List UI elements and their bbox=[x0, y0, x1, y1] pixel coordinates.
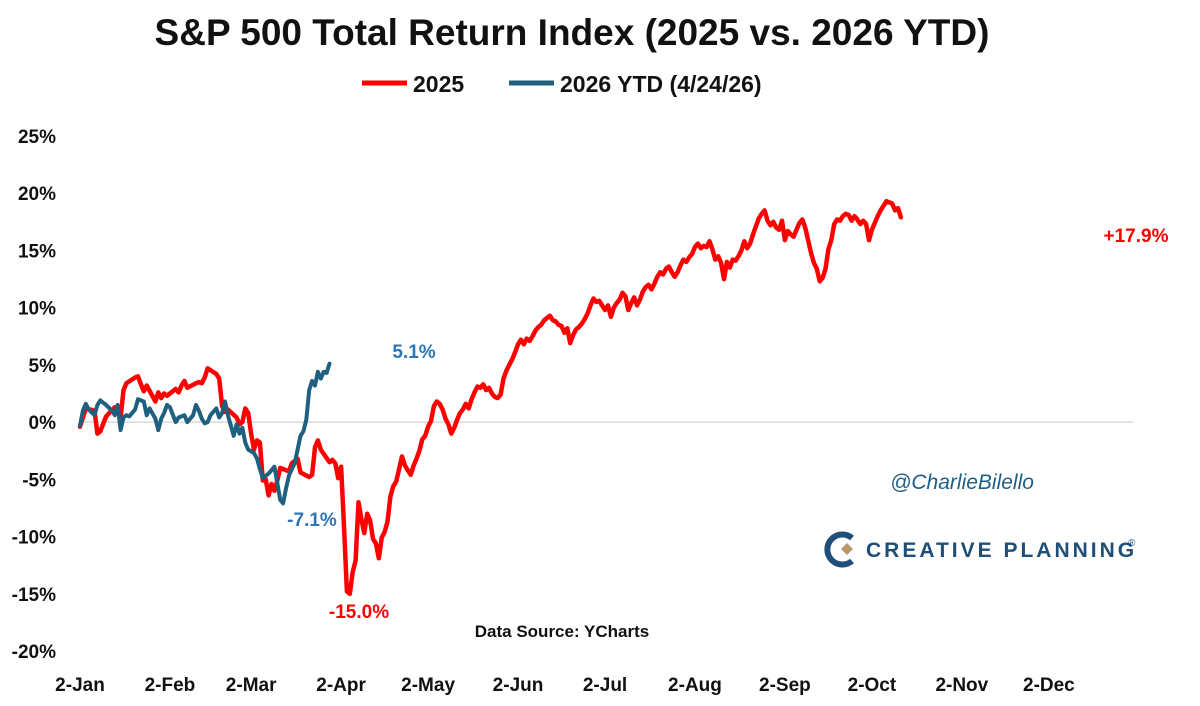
y-tick-label: 15% bbox=[18, 241, 56, 262]
x-tick-label: 2-Oct bbox=[848, 675, 897, 696]
annotation-2025-end: +17.9% bbox=[1104, 226, 1169, 247]
y-tick-label: 25% bbox=[18, 127, 56, 148]
x-tick-label: 2-Aug bbox=[668, 675, 722, 696]
annotation-2026-low: -7.1% bbox=[287, 510, 337, 531]
x-tick-label: 2-Feb bbox=[145, 675, 196, 696]
data-source-note: Data Source: YCharts bbox=[475, 622, 649, 641]
author-handle: @CharlieBilello bbox=[890, 471, 1034, 494]
x-axis: 2-Jan 2-Feb 2-Mar 2-Apr 2-May 2-Jun 2-Jul 2-Aug… bbox=[55, 675, 1075, 696]
annotation-2026-end: 5.1% bbox=[392, 342, 435, 363]
y-tick-label: -10% bbox=[12, 528, 56, 549]
y-tick-label: 20% bbox=[18, 184, 56, 205]
y-tick-label: 10% bbox=[18, 299, 56, 320]
chart-title: S&P 500 Total Return Index (2025 vs. 202… bbox=[155, 12, 990, 53]
x-tick-label: 2-Jun bbox=[493, 675, 544, 696]
y-axis: 25% 20% 15% 10% 5% 0% -5% -10% -15% -20% bbox=[12, 127, 56, 663]
x-tick-label: 2-Jan bbox=[55, 675, 105, 696]
brand-name: CREATIVE PLANNING bbox=[866, 539, 1137, 562]
x-tick-label: 2-Jul bbox=[583, 675, 627, 696]
brand-registered-mark: ® bbox=[1128, 538, 1136, 549]
plot-area bbox=[77, 198, 904, 597]
brand-logo: CREATIVE PLANNING ® bbox=[824, 531, 1137, 568]
x-tick-label: 2-Nov bbox=[935, 675, 988, 696]
y-tick-label: -20% bbox=[12, 642, 56, 663]
y-tick-label: 5% bbox=[29, 356, 57, 377]
x-tick-label: 2-Sep bbox=[759, 675, 811, 696]
legend-label-2026: 2026 YTD (4/24/26) bbox=[560, 71, 762, 97]
x-tick-label: 2-Mar bbox=[226, 675, 277, 696]
series-line-2025 bbox=[77, 198, 904, 597]
series-line-2026-ytd bbox=[78, 361, 332, 506]
y-tick-label: -15% bbox=[12, 585, 56, 606]
legend: 2025 2026 YTD (4/24/26) bbox=[362, 71, 762, 97]
x-tick-label: 2-Apr bbox=[316, 675, 366, 696]
x-tick-label: 2-Dec bbox=[1023, 675, 1075, 696]
y-tick-label: -5% bbox=[22, 470, 56, 491]
x-tick-label: 2-May bbox=[401, 675, 455, 696]
creative-planning-logo-icon bbox=[824, 531, 854, 568]
y-tick-label: 0% bbox=[29, 413, 57, 434]
annotation-2025-low: -15.0% bbox=[329, 602, 389, 623]
legend-label-2025: 2025 bbox=[413, 71, 464, 97]
